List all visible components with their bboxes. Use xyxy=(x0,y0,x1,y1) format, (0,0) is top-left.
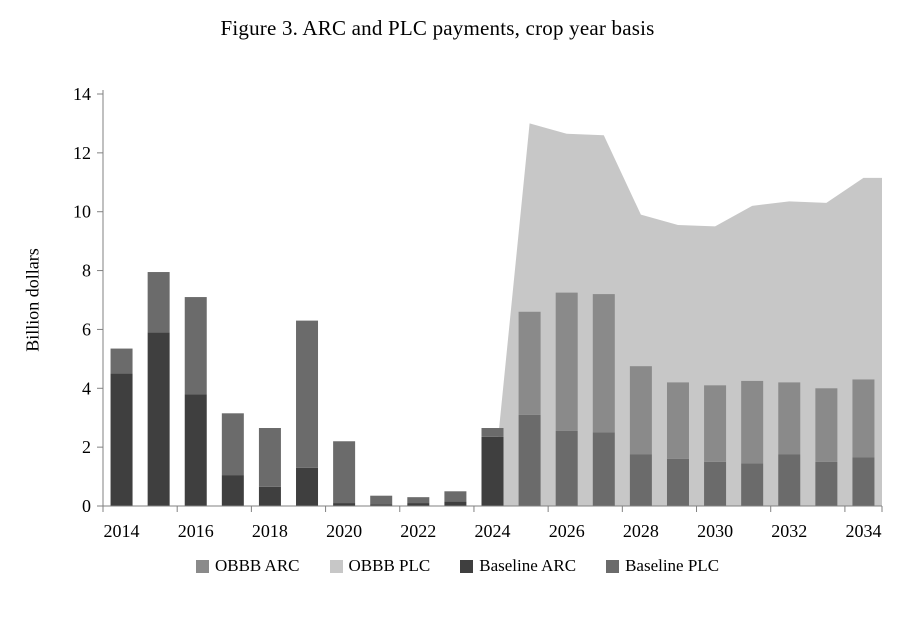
bar-2028-obbb-arc xyxy=(629,366,652,455)
legend-swatch-baseline-plc xyxy=(606,559,620,573)
x-tick-label: 2032 xyxy=(771,521,807,541)
bar-2025-obbb-arc xyxy=(518,311,541,415)
bar-2021-baseline-arc xyxy=(370,504,393,506)
legend-item-obbb-arc: OBBB ARC xyxy=(195,556,300,576)
bar-2015-baseline-plc xyxy=(147,272,170,333)
legend-swatch-obbb-arc xyxy=(195,559,209,573)
bar-2015-baseline-arc xyxy=(147,332,170,506)
bar-2026-baseline-plc xyxy=(555,430,578,506)
x-tick-label: 2030 xyxy=(697,521,733,541)
x-tick-label: 2034 xyxy=(845,521,881,541)
bar-2031-obbb-arc xyxy=(741,380,764,464)
bar-2027-baseline-plc xyxy=(592,432,615,506)
bar-2014-baseline-arc xyxy=(110,373,133,506)
legend-label: Baseline ARC xyxy=(479,556,577,575)
y-tick-label: 8 xyxy=(82,261,91,281)
x-tick-label: 2016 xyxy=(178,521,214,541)
bar-2026-obbb-arc xyxy=(555,292,578,431)
bar-2016-baseline-plc xyxy=(184,297,207,395)
legend-item-obbb-plc: OBBB PLC xyxy=(329,556,431,576)
x-tick-label: 2020 xyxy=(326,521,362,541)
bar-2032-baseline-plc xyxy=(778,454,801,506)
bar-2030-baseline-plc xyxy=(704,461,727,506)
y-tick-label: 6 xyxy=(82,319,91,339)
bar-2034-obbb-arc xyxy=(852,379,875,458)
y-tick-label: 0 xyxy=(82,496,91,516)
bar-2017-baseline-plc xyxy=(221,413,244,476)
bar-2022-baseline-arc xyxy=(407,503,430,506)
bar-2029-obbb-arc xyxy=(666,382,689,459)
bar-2023-baseline-arc xyxy=(444,501,467,506)
bar-2019-baseline-plc xyxy=(296,320,319,468)
x-tick-label: 2024 xyxy=(475,521,511,541)
x-tick-label: 2028 xyxy=(623,521,659,541)
legend-label: Baseline PLC xyxy=(625,556,720,575)
bar-2022-baseline-plc xyxy=(407,497,430,504)
figure-title: Figure 3. ARC and PLC payments, crop yea… xyxy=(220,16,655,40)
bar-2014-baseline-plc xyxy=(110,348,133,374)
bar-2024-baseline-arc xyxy=(481,436,504,506)
bar-2023-baseline-plc xyxy=(444,491,467,502)
bar-2021-baseline-plc xyxy=(370,495,393,505)
bar-2034-baseline-plc xyxy=(852,457,875,506)
y-tick-label: 10 xyxy=(73,202,91,222)
bar-2019-baseline-arc xyxy=(296,467,319,506)
bar-2018-baseline-plc xyxy=(258,428,281,487)
bar-2031-baseline-plc xyxy=(741,463,764,506)
bar-2027-obbb-arc xyxy=(592,294,615,433)
bar-2016-baseline-arc xyxy=(184,394,207,506)
x-tick-label: 2022 xyxy=(400,521,436,541)
bar-2018-baseline-arc xyxy=(258,486,281,506)
bar-2030-obbb-arc xyxy=(704,385,727,462)
bar-2020-baseline-arc xyxy=(333,503,356,506)
legend-item-baseline-arc: Baseline ARC xyxy=(460,556,576,576)
chart-legend: OBBB ARC OBBB PLC Baseline ARC Baseline PLC xyxy=(0,556,915,576)
bar-2020-baseline-plc xyxy=(333,441,356,504)
bar-2029-baseline-plc xyxy=(666,458,689,506)
bar-2028-baseline-plc xyxy=(629,454,652,506)
y-tick-label: 4 xyxy=(82,378,91,398)
y-tick-label: 2 xyxy=(82,437,91,457)
legend-label: OBBB ARC xyxy=(214,556,300,575)
legend-item-baseline-plc: Baseline PLC xyxy=(606,556,719,576)
bar-2017-baseline-arc xyxy=(221,475,244,506)
legend-swatch-baseline-arc xyxy=(460,559,474,573)
bar-2032-obbb-arc xyxy=(778,382,801,455)
x-tick-label: 2018 xyxy=(252,521,288,541)
legend-swatch-obbb-plc xyxy=(329,559,343,573)
y-tick-label: 14 xyxy=(73,84,91,104)
bar-2033-obbb-arc xyxy=(815,388,838,462)
legend-label: OBBB PLC xyxy=(348,556,431,575)
y-tick-label: 12 xyxy=(73,143,91,163)
bar-2024-baseline-plc xyxy=(481,428,504,437)
bar-2033-baseline-plc xyxy=(815,461,838,506)
x-tick-label: 2026 xyxy=(549,521,585,541)
bar-2025-baseline-plc xyxy=(518,414,541,506)
x-tick-label: 2014 xyxy=(104,521,140,541)
